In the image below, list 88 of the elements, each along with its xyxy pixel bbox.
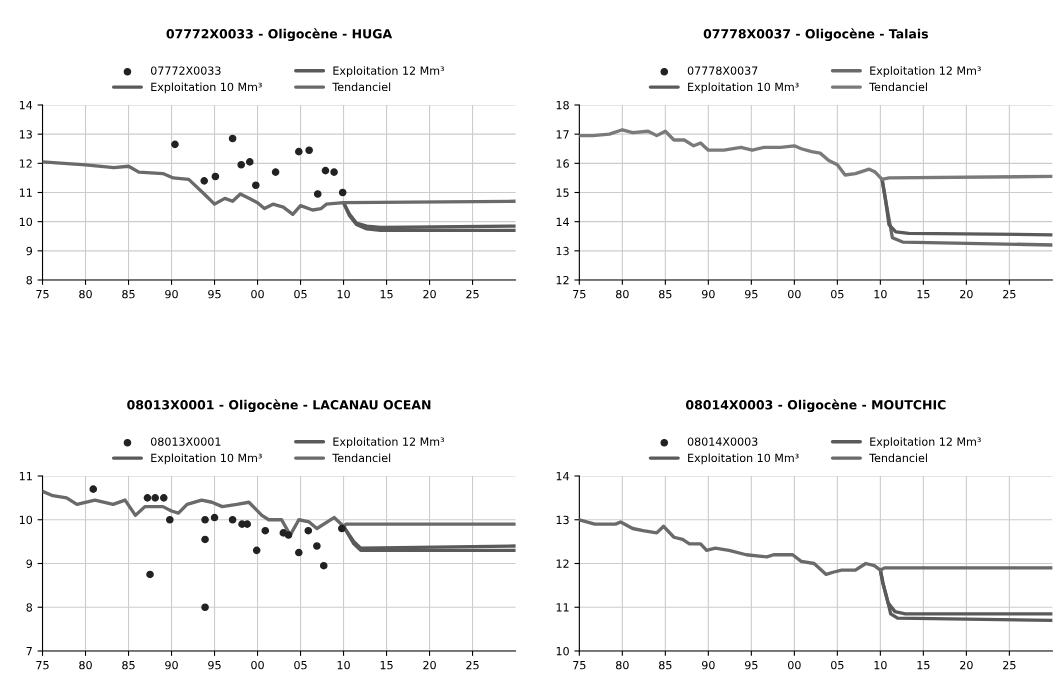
legend-label: 08013X0001 bbox=[150, 437, 221, 446]
x-tick-label: 10 bbox=[874, 289, 887, 299]
legend-label: Exploitation 12 Mm³ bbox=[870, 66, 981, 77]
x-tick-label: 75 bbox=[573, 290, 586, 299]
y-tick-label: 11 bbox=[19, 472, 32, 481]
legend-label: 07772X0033 bbox=[150, 66, 221, 75]
legend-label: Tendanciel bbox=[869, 82, 927, 92]
x-tick-label: 90 bbox=[165, 289, 178, 299]
x-tick-label: 20 bbox=[423, 660, 436, 670]
x-tick-label: 05 bbox=[294, 660, 307, 670]
y-tick-label: 17 bbox=[556, 130, 569, 139]
y-tick-label: 9 bbox=[26, 246, 33, 256]
x-tick-label: 00 bbox=[788, 660, 801, 670]
x-tick-label: 20 bbox=[423, 289, 436, 299]
x-tick-label: 90 bbox=[701, 289, 715, 299]
x-tick-label: 05 bbox=[831, 660, 844, 670]
x-tick-label: 25 bbox=[1003, 289, 1016, 299]
legend-label: Exploitation 10 Mm³ bbox=[151, 453, 262, 465]
x-tick-label: 85 bbox=[659, 660, 672, 670]
y-tick-label: 11 bbox=[556, 603, 569, 612]
legend-label: Exploitation 12 Mm³ bbox=[870, 437, 981, 448]
y-tick-label: 8 bbox=[26, 275, 33, 285]
y-tick-label: 7 bbox=[26, 647, 32, 656]
x-tick-label: 15 bbox=[917, 661, 930, 670]
x-tick-label: 85 bbox=[122, 660, 135, 670]
x-tick-label: 00 bbox=[788, 289, 801, 299]
y-tick-label: 13 bbox=[556, 246, 569, 256]
x-tick-label: 10 bbox=[337, 289, 350, 299]
x-tick-label: 80 bbox=[79, 289, 92, 299]
x-tick-label: 75 bbox=[36, 290, 49, 299]
x-tick-label: 10 bbox=[874, 660, 887, 670]
legend-label: Exploitation 10 Mm³ bbox=[151, 82, 262, 94]
y-tick-label: 10 bbox=[19, 515, 33, 525]
x-tick-label: 95 bbox=[744, 289, 758, 299]
y-tick-label: 10 bbox=[19, 217, 33, 227]
x-tick-label: 15 bbox=[380, 661, 393, 670]
x-tick-label: 00 bbox=[251, 660, 264, 670]
legend-label: Tendanciel bbox=[332, 82, 391, 92]
y-tick-label: 14 bbox=[556, 217, 569, 226]
x-tick-label: 80 bbox=[616, 289, 629, 299]
x-tick-label: 05 bbox=[831, 289, 844, 299]
y-tick-label: 12 bbox=[19, 159, 32, 168]
y-tick-label: 12 bbox=[556, 275, 569, 285]
legend-label: Exploitation 12 Mm³ bbox=[333, 66, 444, 77]
x-tick-label: 15 bbox=[380, 290, 393, 299]
x-tick-label: 25 bbox=[1003, 660, 1016, 670]
y-tick-label: 13 bbox=[556, 515, 569, 525]
y-tick-label: 15 bbox=[556, 188, 569, 197]
x-tick-label: 20 bbox=[960, 289, 973, 299]
x-tick-label: 80 bbox=[616, 660, 629, 670]
x-tick-label: 10 bbox=[337, 660, 350, 670]
y-tick-label: 16 bbox=[556, 159, 569, 168]
legend-label: Exploitation 10 Mm³ bbox=[688, 453, 799, 465]
x-tick-label: 20 bbox=[960, 660, 973, 670]
x-tick-label: 15 bbox=[917, 290, 930, 299]
x-tick-label: 95 bbox=[744, 660, 758, 670]
x-tick-label: 00 bbox=[251, 289, 264, 299]
y-tick-label: 12 bbox=[556, 559, 569, 568]
x-tick-label: 80 bbox=[79, 660, 92, 670]
x-tick-label: 90 bbox=[165, 660, 178, 670]
y-tick-label: 10 bbox=[556, 646, 569, 656]
legend-label: Exploitation 10 Mm³ bbox=[688, 82, 799, 94]
x-tick-label: 85 bbox=[122, 289, 135, 299]
legend-label: Tendanciel bbox=[332, 453, 391, 463]
x-tick-label: 95 bbox=[208, 660, 221, 670]
y-tick-label: 18 bbox=[556, 100, 569, 110]
legend-label: Exploitation 12 Mm³ bbox=[333, 437, 444, 448]
legend-label: 07778X0037 bbox=[687, 66, 758, 75]
y-tick-label: 8 bbox=[26, 603, 33, 612]
x-tick-label: 95 bbox=[208, 289, 221, 299]
x-tick-label: 75 bbox=[573, 661, 586, 670]
x-tick-label: 25 bbox=[466, 660, 479, 670]
chart-title: 08013X0001 - Oligocène - LACANAU OCEAN bbox=[127, 399, 431, 413]
y-tick-label: 13 bbox=[19, 130, 32, 139]
legend-label: Tendanciel bbox=[869, 453, 927, 463]
chart-title: 07778X0037 - Oligocène - Talais bbox=[703, 28, 929, 42]
y-tick-label: 14 bbox=[556, 472, 569, 481]
x-tick-label: 90 bbox=[701, 660, 715, 670]
x-tick-label: 05 bbox=[294, 289, 307, 299]
x-tick-label: 25 bbox=[466, 289, 479, 299]
chart-title: 08014X0003 - Oligocène - MOUTCHIC bbox=[686, 399, 946, 413]
y-tick-label: 9 bbox=[26, 559, 33, 568]
x-tick-label: 85 bbox=[659, 289, 672, 299]
y-tick-label: 14 bbox=[19, 101, 33, 110]
y-tick-label: 11 bbox=[19, 188, 32, 197]
x-tick-label: 75 bbox=[36, 661, 49, 670]
legend-label: 08014X0003 bbox=[687, 437, 758, 446]
chart-title: 07772X0033 - Oligocène - HUGA bbox=[166, 28, 393, 42]
